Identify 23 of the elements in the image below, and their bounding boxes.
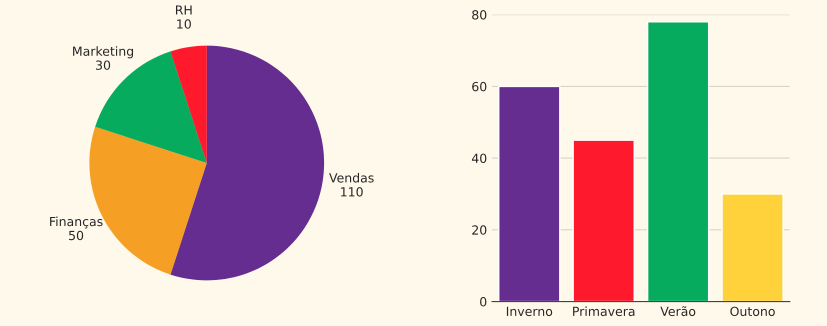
data-label: 110: [341, 187, 363, 197]
slice-label: Marketing: [73, 46, 134, 58]
y-tick-label: 40: [472, 154, 486, 164]
bar: [721, 193, 784, 302]
bar: [646, 21, 710, 302]
slice-label: Vendas: [329, 172, 374, 183]
y-tick-label: 0: [480, 297, 486, 306]
y-tick-label: 60: [472, 82, 486, 92]
slice-label: Finanças: [50, 216, 103, 228]
pie-slice: [170, 46, 207, 163]
bar: [498, 86, 560, 302]
pie-slice: [170, 46, 324, 280]
x-tick-label: Inverno: [506, 306, 552, 316]
x-tick-label: Primavera: [573, 306, 634, 316]
bar: [572, 139, 635, 302]
data-label: 10: [177, 19, 191, 29]
y-tick-label: 20: [472, 225, 486, 235]
y-tick-label: 80: [472, 10, 486, 20]
data-label: 50: [69, 230, 84, 240]
data-label: 30: [96, 60, 110, 70]
x-tick-label: Verão: [660, 306, 696, 316]
slice-label: RH: [176, 5, 192, 15]
x-tick-label: Outono: [730, 306, 775, 316]
